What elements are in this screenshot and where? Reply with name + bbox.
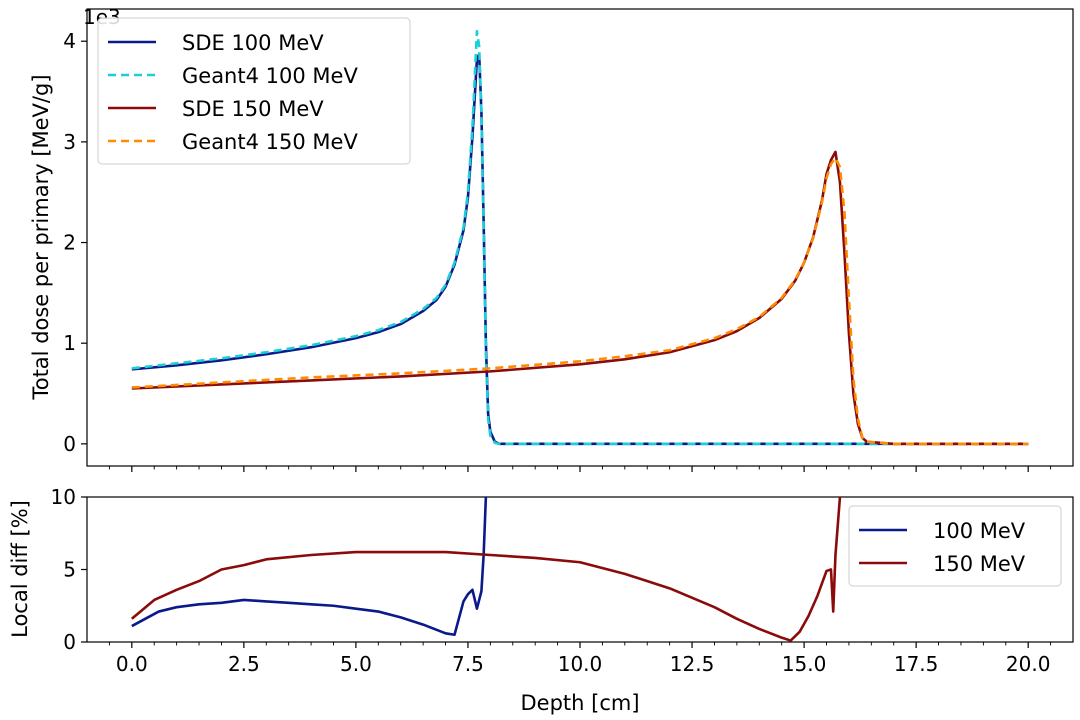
dose-legend-box (97, 17, 411, 165)
xtick-label: 12.5 (670, 652, 715, 676)
dose-legend-label-geant4-150-mev: Geant4 150 MeV (182, 130, 358, 154)
dose-legend-label-geant4-100-mev: Geant4 100 MeV (182, 64, 358, 88)
dose-series-geant4-150-mev (131, 156, 1029, 446)
dose-legend-label-sde-150-mev: SDE 150 MeV (182, 97, 324, 121)
diff-ytick-label: 10 (51, 485, 76, 509)
xtick-label: 15.0 (782, 652, 827, 676)
xtick-label: 17.5 (894, 652, 939, 676)
dose-ytick-label: 3 (63, 130, 76, 154)
diff-ytick-label: 5 (63, 558, 76, 582)
dose-ytick-label: 1 (63, 331, 76, 355)
diff-legend-label-150-mev: 150 MeV (933, 552, 1026, 576)
dose-ytick-label: 2 (63, 231, 76, 255)
dose-ytick-label: 0 (63, 432, 76, 456)
diff-legend-label-100-mev: 100 MeV (933, 519, 1026, 543)
diff-series-100-mev (131, 497, 488, 637)
dose-legend-label-sde-100-mev: SDE 100 MeV (182, 31, 324, 55)
diff-ytick-label: 0 (63, 630, 76, 654)
diff-panel: 0 5 10 0.0 2.5 5.0 7.5 10.0 12.5 15.0 17.5 20.0 Lo… (8, 485, 1074, 715)
dose-series-geant4-100-mev (131, 29, 1029, 446)
dose-y-axis-label: Total dose per primary [MeV/g] (29, 74, 53, 400)
diff-legend: 100 MeV 150 MeV (848, 505, 1062, 587)
xtick-label: 20.0 (1006, 652, 1051, 676)
dose-ytick-label: 4 (63, 29, 76, 53)
xtick-label: 5.0 (340, 652, 372, 676)
x-axis-label: Depth [cm] (520, 691, 639, 715)
dose-legend: SDE 100 MeV Geant4 100 MeV SDE 150 MeV Gean… (97, 17, 411, 165)
xtick-label: 7.5 (452, 652, 484, 676)
xtick-label: 2.5 (228, 652, 260, 676)
diff-y-axis-label: Local diff [%] (8, 500, 32, 638)
diff-legend-box (848, 505, 1062, 587)
xtick-label: 0.0 (116, 652, 148, 676)
diff-series-150-mev (130, 497, 842, 642)
xtick-label: 10.0 (558, 652, 603, 676)
